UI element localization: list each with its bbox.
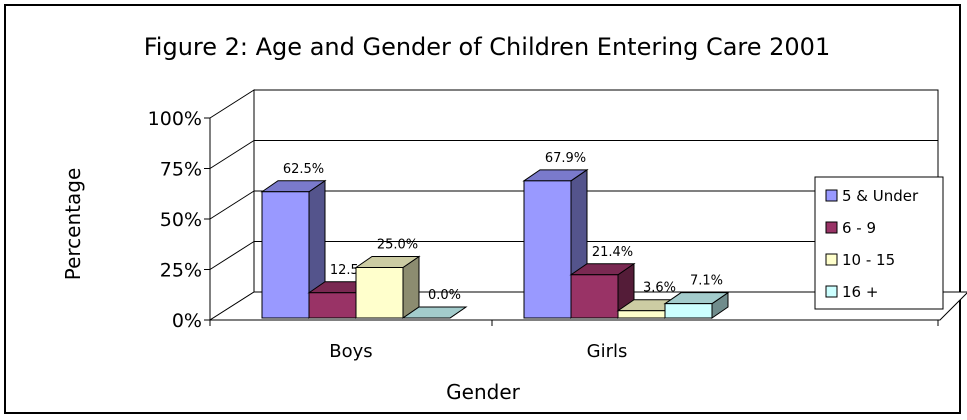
gridline-side bbox=[209, 190, 255, 220]
bar: 7.1% bbox=[663, 274, 730, 319]
bar-front bbox=[308, 292, 357, 319]
legend-label: 10 - 15 bbox=[842, 251, 895, 269]
data-label: 25.0% bbox=[377, 238, 418, 253]
legend-swatch bbox=[825, 285, 838, 298]
legend-label: 6 - 9 bbox=[842, 219, 876, 237]
y-tick-label: 50% bbox=[160, 209, 202, 231]
legend: 5 & Under 6 - 9 10 - 15 16 + bbox=[814, 176, 944, 310]
gridline-side bbox=[209, 241, 255, 270]
gridline-side bbox=[209, 140, 255, 169]
data-label: 7.1% bbox=[690, 274, 723, 289]
bar-front bbox=[355, 267, 404, 319]
y-tick-label: 0% bbox=[172, 310, 202, 332]
y-tick-label: 100% bbox=[148, 108, 202, 130]
legend-swatch bbox=[825, 189, 838, 202]
x-axis-categories: Boys Girls bbox=[209, 320, 939, 362]
x-category-label: Girls bbox=[587, 341, 628, 362]
data-label: 62.5% bbox=[283, 162, 324, 177]
legend-swatch bbox=[825, 221, 838, 234]
bar-front bbox=[523, 180, 572, 319]
bar: 21.4% bbox=[569, 245, 636, 319]
bar-front bbox=[570, 274, 619, 319]
data-label: 67.9% bbox=[545, 151, 586, 166]
bar-front bbox=[617, 310, 666, 319]
data-label: 0.0% bbox=[428, 288, 461, 303]
x-axis-label: Gender bbox=[446, 380, 520, 404]
x-category-label: Boys bbox=[329, 341, 372, 362]
y-axis-ticks: 0% 25% 50% 75% 100% bbox=[148, 108, 211, 332]
bars: 62.5%12.5%25.0%0.0%67.9%21.4%3.6% 7.1% bbox=[260, 151, 730, 319]
chart-title: Figure 2: Age and Gender of Children Ent… bbox=[144, 33, 830, 61]
data-label: 21.4% bbox=[592, 245, 633, 260]
bar: 25.0% bbox=[354, 238, 421, 319]
bar: 62.5% bbox=[260, 162, 327, 319]
y-axis-label: Percentage bbox=[61, 168, 85, 281]
legend-swatch bbox=[825, 253, 838, 266]
bar-front bbox=[261, 191, 310, 319]
data-label: 3.6% bbox=[643, 281, 676, 296]
legend-label: 5 & Under bbox=[842, 187, 919, 205]
bar: 0.0% bbox=[401, 288, 468, 319]
y-tick-label: 25% bbox=[160, 260, 202, 282]
bar: 67.9% bbox=[522, 151, 589, 319]
legend-label: 16 + bbox=[842, 283, 878, 301]
bar-front bbox=[664, 303, 713, 319]
bar-top bbox=[401, 306, 468, 319]
y-tick-label: 75% bbox=[160, 159, 202, 181]
